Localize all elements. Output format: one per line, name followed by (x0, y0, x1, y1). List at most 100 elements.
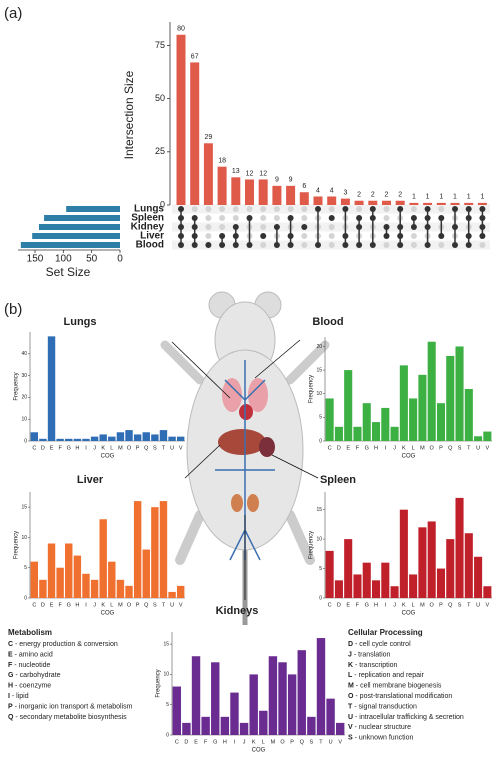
matrix-dot-empty (273, 215, 280, 221)
matrix-dot (342, 242, 349, 248)
y-axis-label: Frequency (156, 669, 162, 697)
x-tick-label: C (32, 445, 36, 451)
matrix-dot (273, 224, 280, 230)
x-tick-label: K (402, 445, 406, 451)
x-tick-label: G (365, 445, 369, 451)
bar (483, 586, 492, 598)
bar-label: 4 (316, 187, 320, 194)
matrix-dot-empty (219, 215, 226, 221)
matrix-dot-empty (287, 206, 294, 212)
matrix-dot (191, 233, 198, 239)
legend-item: H - coenzyme (8, 682, 51, 689)
x-tick-label: D (337, 445, 341, 451)
x-tick-label: U (329, 739, 333, 745)
bar (159, 430, 168, 441)
x-tick-label: F (58, 445, 62, 451)
bar (220, 716, 230, 735)
bar (390, 586, 399, 598)
bar-label: 9 (275, 177, 279, 184)
x-tick-label: H (374, 602, 378, 608)
matrix-dot (178, 206, 184, 212)
bar (30, 432, 39, 441)
bar (362, 562, 371, 598)
matrix-dot-empty (383, 215, 390, 221)
matrix-dot (356, 242, 363, 248)
legend-item: F - nucleotide (8, 662, 51, 669)
x-tick-label: 50 (86, 254, 98, 265)
matrix-dot (424, 242, 431, 248)
y-tick-label: 30 (21, 373, 27, 379)
x-tick-label: L (412, 602, 415, 608)
bar (168, 436, 176, 441)
x-tick-label: J (393, 445, 396, 451)
x-tick-label: H (75, 445, 79, 451)
bar (325, 398, 334, 441)
legend-code: M (348, 682, 354, 689)
matrix-dot (219, 242, 226, 248)
legend-item: U - intracellular trafficking & secretio… (348, 714, 464, 721)
y-tick-label: 5 (319, 415, 322, 421)
x-tick-label: L (110, 602, 113, 608)
x-tick-label: M (420, 602, 425, 608)
mouse-illustration (160, 291, 330, 625)
y-tick-label: 0 (160, 199, 165, 209)
matrix-dot (452, 242, 458, 248)
bar (316, 638, 326, 735)
matrix-dot-empty (356, 206, 363, 212)
bar (455, 346, 464, 441)
legend-code: J (348, 651, 352, 658)
bar-label: 2 (398, 192, 402, 199)
bar (418, 527, 427, 598)
bar (231, 177, 241, 205)
bar (245, 179, 254, 205)
bar (39, 438, 47, 441)
legend-item: E - amino acid (8, 651, 53, 658)
y-tick-label: 0 (24, 438, 27, 444)
matrix-dot (424, 206, 431, 212)
legend-item: K - transcription (348, 662, 398, 669)
matrix-dot (438, 233, 445, 239)
y-tick-label: 0 (166, 732, 169, 738)
x-tick-label: P (136, 602, 140, 608)
bar (474, 436, 483, 441)
x-tick-label: 100 (55, 254, 72, 265)
matrix-dot (178, 242, 184, 248)
matrix-dot (438, 215, 445, 221)
bar (125, 430, 133, 441)
x-tick-label: V (179, 602, 183, 608)
legend-item: L - replication and repair (348, 672, 425, 679)
matrix-dot (287, 233, 294, 239)
matrix-dot-empty (328, 206, 335, 212)
bar (477, 202, 487, 205)
x-tick-label: L (412, 445, 415, 451)
x-tick-label: S (310, 739, 314, 745)
bar (191, 656, 201, 735)
bar (287, 674, 297, 735)
legend-code: I (8, 693, 10, 700)
matrix-dot-empty (219, 206, 226, 212)
bar (418, 374, 427, 441)
matrix-dot-empty (219, 224, 226, 230)
x-tick-label: C (32, 602, 36, 608)
x-tick-label: C (328, 602, 332, 608)
bar (30, 561, 39, 598)
legend-text: - nucleotide (12, 662, 50, 669)
x-tick-label: M (118, 445, 123, 451)
bar (483, 431, 492, 441)
legend-text: - energy production & conversion (13, 641, 118, 648)
y-tick-label: 15 (316, 507, 322, 513)
bar (353, 426, 362, 441)
bar (116, 432, 125, 441)
bar (56, 567, 64, 598)
bar (399, 509, 408, 598)
set-name: Spleen (131, 213, 164, 224)
panel-title: Kidneys (216, 605, 259, 617)
bar (268, 656, 278, 735)
bar (47, 336, 56, 441)
legend-item: M - cell membrane biogenesis (348, 682, 442, 689)
matrix-dot (369, 215, 376, 221)
matrix-dot-empty (301, 206, 308, 212)
matrix-dot-empty (438, 242, 445, 248)
x-tick-label: P (136, 445, 140, 451)
matrix-dot (397, 242, 404, 248)
